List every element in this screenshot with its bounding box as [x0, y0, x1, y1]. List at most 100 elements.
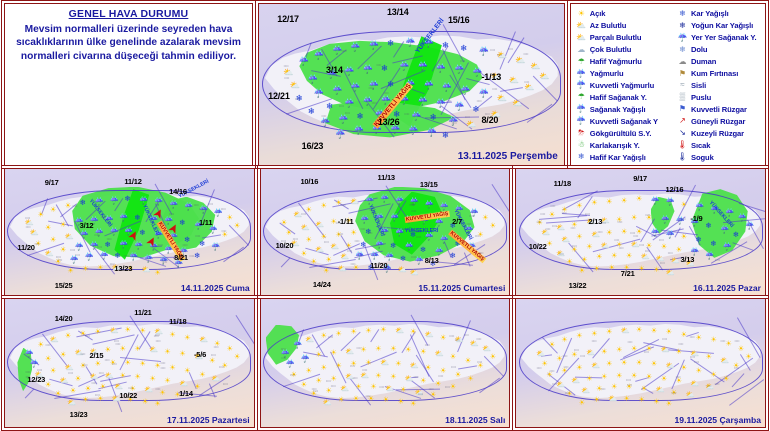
rain-icon: ☔	[164, 215, 174, 225]
map-panel-pazartesi[interactable]: ☔ ☀ ⛅ ☀ ☀ ☀ ⛅ ☀ ☀ ⛅ ☀ ☀ ⛅ ☀ ☀ ☀ ☔ ☀ ☀ ⛅ ⛅ ☀ ☀ ☀ ⛅ ☀ ☀ ⛅ ☀ ☀ ⛅ ☀ ⛅ ☀ ☀ ☀ ☀ ☀ ☀ ☀…	[1, 295, 258, 431]
sun-icon: ☀	[680, 199, 688, 209]
sun-cloud-icon: ⛅	[469, 338, 479, 348]
sun-icon: ☀	[680, 363, 688, 373]
map-panel-cuma[interactable]: ⛅ ☀ ☀ ☀ ❄ ☔ ☔ ❄ ☔ ☔ ☔ ☔ ☔ ☔ ☀ ☀ ⛅ ☀ ☀ ☔ ☔ ☔ ☔ ❄ ☔ ☔ ❄ ☔ ☔ ☀ ☀ ☀ ⛅ ☔ ☔ ☔ ☔ ❄ ☔ ☔…	[1, 165, 258, 299]
city-name: ••••	[365, 393, 371, 398]
sun-icon: ☀	[350, 359, 357, 369]
legend-item: ☔ Kuvvetli Sağanak Y	[576, 115, 673, 127]
city-name: ••••	[220, 206, 226, 211]
sun-icon: ☀	[365, 358, 372, 368]
city-name: ••••	[330, 384, 336, 389]
city-name: ••••	[323, 239, 329, 244]
rain-icon: ☔	[423, 38, 435, 49]
sun-icon: ☀	[585, 373, 593, 383]
rain-icon: ☔	[434, 247, 445, 257]
temperature-label: -1/9	[690, 214, 703, 224]
city-name: ••••	[199, 207, 205, 212]
city-name: ••••	[72, 204, 78, 209]
sun-icon: ☀	[695, 365, 703, 375]
snow-icon: ❄	[360, 239, 367, 249]
city-name: ••••	[356, 345, 362, 350]
city-name: ••••	[507, 46, 513, 51]
map-panel-main[interactable]: ⛅ ☔ ☔ ☔ ☔ ☔ ❄ ☔ ☔ ❄ ❄ ☔ ⛅ ⛅ ⛅ ⛅ ⛅ ☔ ☔ ☔ ☔ ❄ ☔ ☔ ☔ ☔ ☔ ⛅ ⛅ ⛅ ❄ ☔ ☔ ☔ ☔ ❄ ☔ ☔ ☔ ☔…	[255, 0, 568, 169]
sun-cloud-icon: ⛅	[345, 346, 355, 356]
snow-icon: ❄	[449, 251, 456, 261]
sun-icon: ☀	[722, 373, 730, 383]
city-name: ••••	[549, 369, 555, 374]
temperature-label: 13/22	[568, 281, 587, 291]
legend-item: ☁ Duman	[677, 56, 763, 68]
sun-icon: ☀	[477, 360, 484, 370]
temperature-label: 14/16	[169, 186, 187, 196]
temperature-label: 13/15	[419, 180, 438, 190]
map-panel-sali[interactable]: ☔ ☔ ⛅ ☀ ☀ ☀ ☀ ☀ ⛅ ☀ ⛅ ☀ ⛅ ⛅ ⛅ ☀ ☔ ☔ ☀ ☀ ⛅ ☀ ☀ ☀ ☀ ☀ ⛅ ☀ ☀ ☀ ☀ ☀ ☀ ☀ ☀ ☀ ⛅ ☀ ⛅ ☀…	[256, 295, 514, 431]
sun-cloud-icon: ⛅	[690, 378, 700, 388]
city-name: ••••	[360, 226, 366, 231]
temperature-label: 9/17	[633, 174, 648, 184]
legend-column-left: ☀ Açık ⛅ Az Bulutlu ⛅ Parçalı Bulutlu ☁ Çok Bul…	[576, 8, 673, 163]
legend-item: ⛈ Gökgürültülü S.Y.	[576, 127, 673, 139]
rain-icon: ☔	[695, 202, 705, 212]
sun-icon: ☀	[382, 395, 390, 405]
sun-cloud-icon: ⛅	[434, 349, 445, 359]
city-name: ••••	[128, 386, 134, 391]
rain-icon: ☔	[423, 80, 435, 91]
sun-icon: ☀	[335, 198, 342, 208]
sun-cloud-icon: ⛅	[409, 360, 420, 370]
snow-icon: ❄	[198, 238, 206, 248]
rain-icon: ☔	[94, 196, 104, 206]
rain-icon: ☔	[29, 359, 40, 369]
sun-icon: ☀	[233, 220, 241, 230]
rain-icon: ☔	[344, 97, 355, 108]
temperature-label: -1/11	[337, 216, 354, 226]
city-name: ••••	[281, 239, 287, 244]
rain-icon: ☔	[394, 195, 405, 205]
city-name: ••••	[478, 250, 484, 255]
city-name: ••••	[600, 221, 606, 226]
sun-icon: ☀	[576, 200, 583, 210]
temperature-label: 9/17	[44, 177, 59, 187]
map-panel-carsamba[interactable]: ⛅ ☀ ☀ ☀ ☀ ☀ ⛅ ☀ ☀ ☀ ☀ ☀ ☀ ☀ ☀ ☀ ☀ ☀ ☀ ⛅ ☀ ☀ ☀ ☀ ⛅ ☀ ⛅ ☀ ⛅ ☀ ☀ ☀ ☀ ⛅ ☀ ☀ ☀ ☀ ⛅ ☀…	[512, 295, 770, 431]
snow-icon: ❄	[389, 241, 397, 251]
city-name: ••••	[671, 391, 677, 395]
map-panel-cumartesi[interactable]: ☀⛅☀☀☀⛅☔☔☔☔☔☔☔☔☀☀☀⛅⛅☀☀☔☔☔☔☔☔❄☔☀⛅☀☀☀☀❄☔☔❄☔…	[256, 165, 514, 299]
sun-icon: ☀	[325, 254, 333, 264]
legend-item: ❄ Dolu	[677, 44, 763, 56]
snow-icon: ❄	[705, 220, 712, 230]
sun-cloud-icon: ⛅	[315, 244, 325, 254]
map-panel-pazar[interactable]: ☀ ☀ ☀ ☀ ☀ ☀ ☀ ☀ ☔ ☔ ☀ ☔ ☔ ☔ ☔ ☔ ⛅ ⛅ ☀ ⛅ ⛅ ☀ ☀ ☀ ☔ ☔ ☔ ❄ ☔ ❄ ☀ ⛅ ☀ ⛅ ☀ ☀ ☀ ☔ ☔ ☀…	[512, 165, 770, 299]
rain-icon: ☔	[313, 49, 325, 60]
city-name: ••••	[474, 234, 480, 239]
sun-icon: ☀	[605, 327, 613, 337]
city-name: ••••	[667, 250, 673, 255]
sun-icon: ☀	[305, 204, 313, 214]
city-name: ••••	[195, 233, 201, 238]
sun-icon: ☀	[695, 332, 703, 342]
sun-cloud-icon: ⛅	[530, 60, 541, 71]
sun-cloud-icon: ⛅	[515, 54, 526, 65]
sun-cloud-icon: ⛅	[556, 248, 566, 258]
temperature-label: 15/25	[54, 281, 73, 291]
sun-icon: ☀	[352, 262, 360, 272]
sun-cloud-icon: ⛅	[705, 382, 715, 392]
city-name: ••••	[617, 219, 623, 224]
city-name: ••••	[424, 342, 430, 347]
city-name: ••••	[694, 360, 700, 364]
cloud-icon: ☁	[577, 44, 586, 54]
sun-icon: ☀	[571, 244, 578, 254]
sun-small-cloud-icon: ⛅	[576, 20, 587, 30]
sun-icon: ☀	[335, 328, 342, 338]
snow-icon: ❄	[429, 112, 437, 123]
sun-icon: ☀	[233, 351, 241, 361]
city-name: ••••	[222, 382, 228, 387]
rain-icon: ☔	[375, 239, 385, 249]
rain-icon: ☔	[362, 96, 374, 107]
city-name: ••••	[113, 338, 119, 343]
sun-icon: ☀	[34, 238, 42, 248]
rain-icon: ☔	[99, 251, 109, 261]
rain-icon: ☔	[298, 56, 310, 67]
legend-item-label: Soguk	[691, 152, 714, 162]
rain-icon: ☔	[332, 85, 343, 96]
city-name: ••••	[160, 360, 166, 365]
sun-icon: ☀	[732, 360, 740, 370]
